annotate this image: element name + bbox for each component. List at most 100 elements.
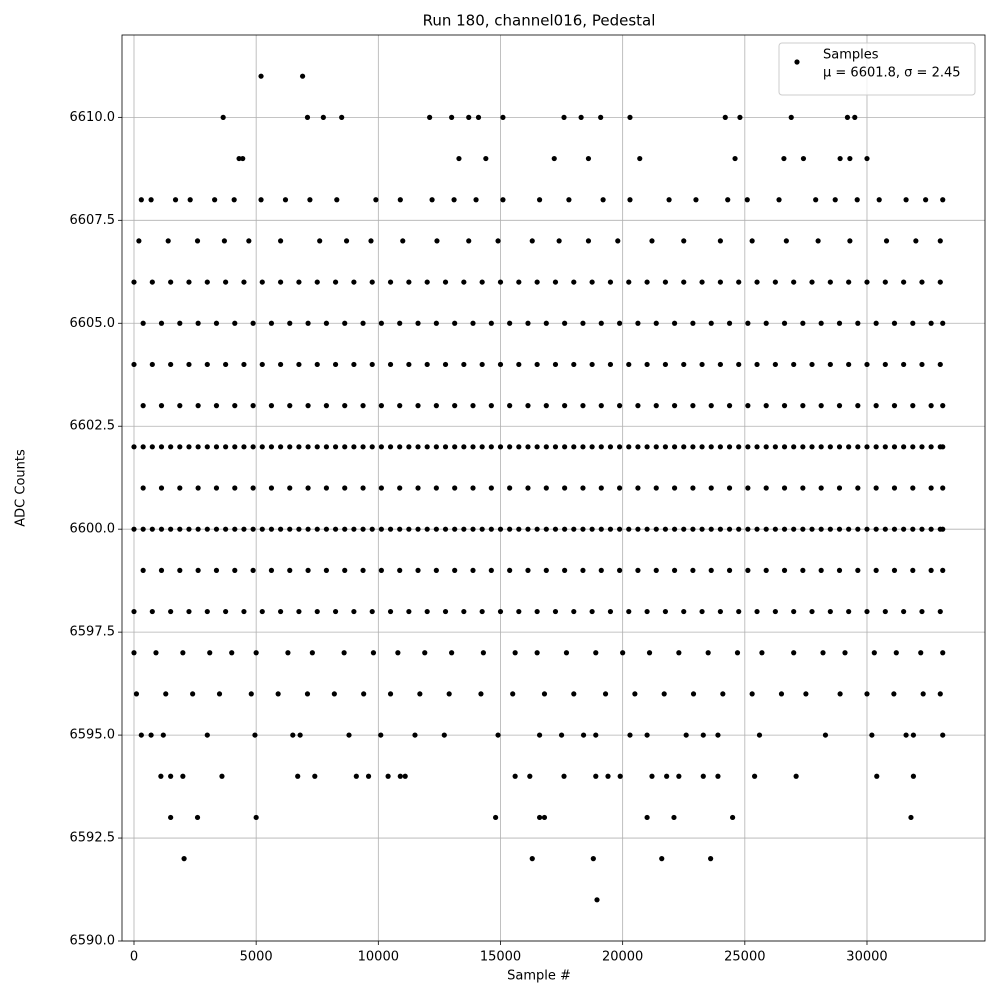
point [387, 526, 394, 532]
point [607, 526, 614, 532]
point [800, 155, 807, 162]
point [525, 485, 531, 491]
point [708, 444, 714, 450]
point [627, 197, 633, 203]
point [543, 444, 549, 450]
point [223, 444, 229, 450]
point [681, 526, 687, 532]
point [204, 526, 210, 532]
point [138, 732, 144, 738]
y-tick-label: 6610.0 [70, 110, 116, 125]
point [287, 444, 293, 450]
point [323, 567, 330, 573]
point [365, 773, 372, 779]
point [626, 361, 632, 368]
point [168, 361, 174, 368]
x-tick-label: 15000 [480, 950, 521, 965]
point [940, 320, 946, 326]
point [855, 526, 861, 532]
point [832, 197, 838, 203]
point [800, 485, 806, 491]
point [745, 444, 751, 450]
point [681, 361, 687, 368]
point [397, 444, 403, 450]
point [369, 608, 375, 615]
point [763, 403, 769, 409]
point [177, 444, 183, 450]
point [708, 485, 714, 491]
y-tick-label: 6595.0 [70, 728, 116, 743]
point [940, 403, 946, 409]
point [589, 279, 595, 285]
point [910, 567, 916, 573]
point [928, 320, 934, 326]
point [726, 320, 733, 326]
point [928, 526, 934, 532]
point [534, 279, 540, 285]
point [690, 526, 696, 532]
point [720, 691, 726, 697]
point [516, 361, 522, 368]
point [140, 567, 146, 573]
point [571, 444, 577, 450]
point [507, 485, 513, 491]
point [259, 608, 265, 615]
point [722, 114, 728, 120]
point [332, 526, 339, 532]
point [525, 403, 531, 409]
point [250, 320, 256, 326]
point [847, 155, 853, 162]
point [646, 650, 653, 656]
point [635, 403, 641, 409]
point [378, 485, 384, 491]
point [715, 732, 721, 738]
point [177, 320, 183, 326]
point [158, 320, 165, 326]
point [791, 444, 797, 450]
point [470, 320, 476, 326]
point [903, 732, 909, 738]
point [772, 526, 778, 532]
point [772, 444, 778, 450]
point [351, 279, 357, 285]
point [598, 444, 604, 450]
point [871, 650, 877, 656]
point [305, 403, 311, 409]
point [563, 650, 570, 656]
point [456, 155, 462, 162]
point [649, 773, 655, 779]
point [726, 444, 733, 450]
point [745, 526, 751, 532]
point [305, 485, 311, 491]
point [705, 650, 711, 656]
point [585, 155, 592, 162]
point [216, 691, 223, 697]
point [516, 608, 522, 615]
point [461, 526, 467, 532]
point [562, 403, 568, 409]
point [659, 856, 665, 862]
point [536, 814, 543, 821]
point [708, 526, 714, 532]
point [891, 403, 898, 409]
point [664, 773, 670, 779]
point [662, 444, 669, 450]
point [387, 444, 394, 450]
point [452, 485, 458, 491]
point [373, 197, 379, 203]
point [168, 608, 174, 615]
point [736, 279, 742, 285]
point [140, 485, 146, 491]
point [617, 773, 623, 779]
point [593, 650, 599, 656]
point [424, 361, 430, 368]
point [442, 279, 449, 285]
point [653, 567, 659, 573]
point [314, 361, 320, 368]
point [297, 732, 303, 738]
point [653, 485, 659, 491]
point [259, 361, 265, 368]
point [607, 361, 614, 368]
point [891, 485, 898, 491]
